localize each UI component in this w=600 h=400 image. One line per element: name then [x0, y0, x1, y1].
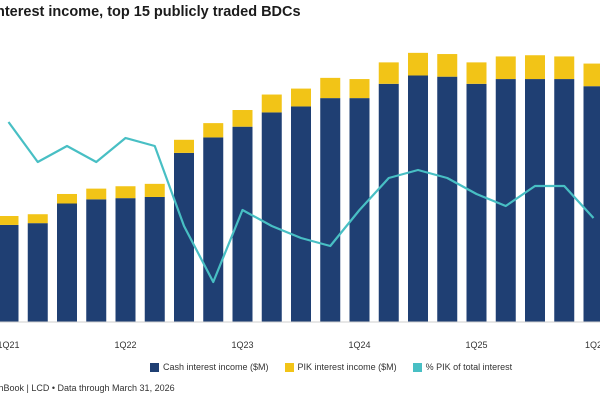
- bar-cash-4Q22: [203, 137, 224, 322]
- bar-pik-1Q22: [115, 186, 136, 199]
- bar-cash-3Q23: [291, 106, 311, 322]
- bar-pik-3Q21: [57, 193, 77, 204]
- legend-label-pik: PIK interest income ($M): [297, 362, 397, 372]
- bar-pik-3Q23: [291, 88, 311, 107]
- bar-pik-2Q25: [495, 56, 516, 80]
- legend-swatch-pct: [412, 362, 422, 372]
- x-tick-labels: 1Q21 1Q22 1Q23 1Q24 1Q25 1Q2: [0, 340, 600, 350]
- bar-cash-3Q22: [174, 152, 194, 322]
- bar-pik-3Q25: [525, 55, 545, 80]
- legend-item-pct: % PIK of total interest: [412, 362, 513, 372]
- bar-cash-3Q21: [57, 203, 77, 322]
- source-note: chBook | LCD • Data through March 31, 20…: [0, 383, 175, 393]
- bar-cash-1Q22: [115, 198, 136, 322]
- bar-pik-4Q21: [86, 188, 107, 200]
- bar-cash-1Q25: [466, 83, 487, 323]
- bar-cash-2Q23: [261, 112, 282, 323]
- bar-pik-1Q24: [349, 79, 370, 99]
- legend-swatch-cash: [150, 362, 159, 372]
- bar-cash-2Q25: [495, 79, 516, 323]
- x-tick-1Q22: 1Q22: [114, 340, 136, 350]
- bar-cash-1Q21: [0, 224, 19, 322]
- bar-cash-2Q24: [378, 83, 399, 323]
- x-tick-1Q21: 1Q21: [0, 340, 20, 350]
- pik-percent-line-layer: [7, 121, 595, 284]
- bar-pik-1Q26: [583, 63, 600, 87]
- x-tick-1Q25: 1Q25: [465, 340, 487, 350]
- bar-pik-1Q25: [466, 62, 487, 84]
- legend-label-cash: Cash interest income ($M): [163, 362, 269, 372]
- bar-cash-3Q25: [525, 79, 545, 323]
- bar-cash-4Q23: [320, 98, 341, 322]
- chart-title: nterest income, top 15 publicly traded B…: [0, 4, 301, 20]
- legend-item-pik: PIK interest income ($M): [284, 362, 397, 372]
- bars-layer: [0, 52, 600, 323]
- bar-pik-4Q24: [437, 54, 458, 77]
- bar-pik-2Q21: [27, 214, 48, 224]
- bar-pik-1Q23: [232, 110, 253, 127]
- bar-cash-4Q25: [554, 79, 575, 323]
- legend-item-cash: Cash interest income ($M): [150, 362, 269, 372]
- bar-pik-2Q23: [261, 94, 282, 113]
- bar-cash-1Q23: [232, 126, 253, 322]
- bar-cash-2Q22: [144, 196, 165, 322]
- x-tick-1Q23: 1Q23: [231, 340, 253, 350]
- legend-label-pct: % PIK of total interest: [425, 362, 513, 372]
- bar-pik-4Q23: [320, 77, 341, 99]
- bar-cash-2Q21: [27, 223, 48, 322]
- bar-pik-2Q24: [378, 62, 399, 84]
- bar-cash-1Q26: [583, 86, 600, 322]
- pik-percent-line: [7, 121, 595, 284]
- bar-pik-4Q22: [203, 123, 224, 138]
- legend-swatch-pik: [284, 362, 294, 372]
- legend: Cash interest income ($M) PIK interest i…: [150, 362, 512, 372]
- x-tick-1Q26: 1Q2: [585, 340, 600, 350]
- bar-pik-3Q24: [408, 52, 428, 76]
- bar-pik-3Q22: [174, 139, 194, 153]
- bar-pik-4Q25: [554, 56, 575, 80]
- bar-cash-3Q24: [408, 75, 428, 323]
- bar-cash-4Q24: [437, 76, 458, 322]
- x-tick-1Q24: 1Q24: [348, 340, 370, 350]
- bar-pik-1Q21: [0, 216, 19, 225]
- bar-cash-4Q21: [86, 199, 107, 322]
- bar-pik-2Q22: [144, 183, 165, 197]
